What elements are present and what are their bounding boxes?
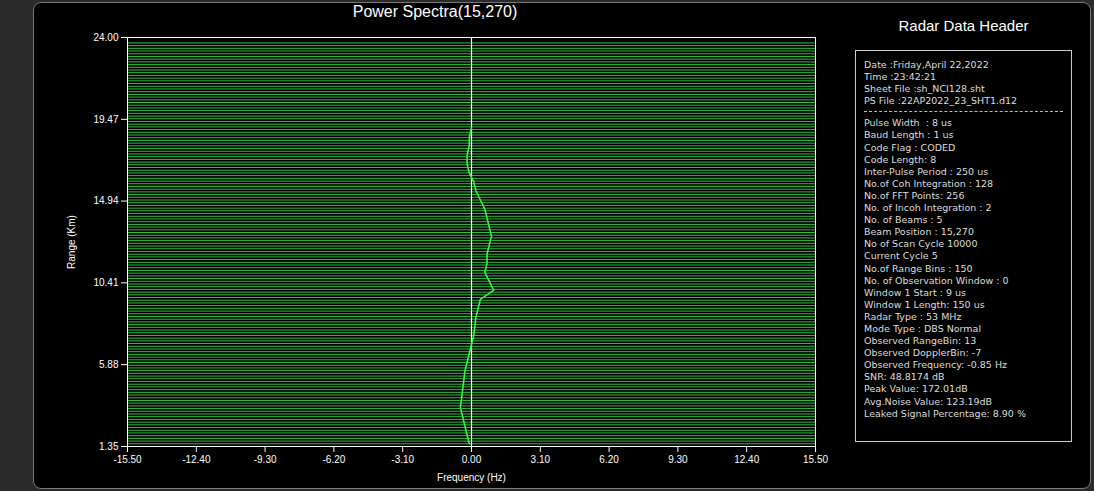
html-text:Inter-Pulse Period : 250 us: Inter-Pulse Period : 250 us <box>864 165 989 177</box>
html-text:Baud Length : 1 us: Baud Length : 1 us <box>864 129 954 141</box>
svg-text:19.47: 19.47 <box>93 114 118 125</box>
svg-text:10.41: 10.41 <box>93 277 118 288</box>
html-text:Date :Friday,April 22,2022: Date :Friday,April 22,2022 <box>864 59 989 70</box>
svg-text:Range (Km): Range (Km) <box>66 215 77 269</box>
html-text:Power Spectra(15,270): Power Spectra(15,270) <box>352 3 518 20</box>
html-text:Observed DopplerBin: -7: Observed DopplerBin: -7 <box>864 347 982 359</box>
svg-text:1.35: 1.35 <box>99 441 119 452</box>
html-text:PS File :22AP2022_23_SHT1.d12: PS File :22AP2022_23_SHT1.d12 <box>864 95 1018 107</box>
html-text:Leaked Signal Percentage: 8.90: Leaked Signal Percentage: 8.90 % <box>864 407 1026 419</box>
svg-text:24.00: 24.00 <box>93 32 118 43</box>
html-text:Observed Frequency: -0.85 Hz: Observed Frequency: -0.85 Hz <box>864 359 1008 371</box>
html-text:No.of Range Bins : 150: No.of Range Bins : 150 <box>864 262 973 274</box>
svg-text:-12.40: -12.40 <box>182 454 211 465</box>
html-text:Time :23:42:21: Time :23:42:21 <box>864 71 937 83</box>
html-text:No.of Coh Integration : 128: No.of Coh Integration : 128 <box>864 177 994 189</box>
html-text:No of Scan Cycle 10000: No of Scan Cycle 10000 <box>864 238 978 250</box>
svg-text:12.40: 12.40 <box>734 454 759 465</box>
html-text:No. of Beams : 5: No. of Beams : 5 <box>864 214 943 226</box>
html-text:Radar Type : 53 MHz: Radar Type : 53 MHz <box>864 310 962 322</box>
svg-text:6.20: 6.20 <box>599 454 619 465</box>
html-text:Peak Value: 172.01dB: Peak Value: 172.01dB <box>864 383 968 395</box>
html-text:Window 1 Start : 9 us: Window 1 Start : 9 us <box>864 286 966 298</box>
svg-text:14.94: 14.94 <box>93 195 118 206</box>
html-text:Observed RangeBin: 13: Observed RangeBin: 13 <box>864 335 977 347</box>
html-text:SNR: 48.8174 dB: SNR: 48.8174 dB <box>864 371 945 383</box>
svg-text:-9.30: -9.30 <box>254 454 277 465</box>
svg-text:0.00: 0.00 <box>462 454 482 465</box>
html-text:Pulse Width : 8 us: Pulse Width : 8 us <box>864 117 952 129</box>
html-text:Sheet File :sh_NCI128.sht: Sheet File :sh_NCI128.sht <box>864 83 985 95</box>
html-text:Window 1 Length: 150 us: Window 1 Length: 150 us <box>864 298 985 310</box>
svg-text:-6.20: -6.20 <box>323 454 346 465</box>
svg-text:Frequency (Hz): Frequency (Hz) <box>437 472 506 483</box>
html-text:No.of FFT Points: 256: No.of FFT Points: 256 <box>864 189 965 201</box>
html-text:No. of Observation Window : 0: No. of Observation Window : 0 <box>864 274 1009 286</box>
html-text:Beam Position : 15,270: Beam Position : 15,270 <box>864 226 974 238</box>
svg-text:-3.10: -3.10 <box>391 454 414 465</box>
html-text:Mode Type : DBS Normal: Mode Type : DBS Normal <box>864 323 982 334</box>
html-text:Avg.Noise Value: 123.19dB: Avg.Noise Value: 123.19dB <box>864 395 993 407</box>
html-text:Code Flag : CODED: Code Flag : CODED <box>864 141 956 153</box>
svg-text:15.50: 15.50 <box>803 454 828 465</box>
html-text:Code Length: 8: Code Length: 8 <box>864 153 937 165</box>
svg-text:5.88: 5.88 <box>99 359 119 370</box>
svg-text:9.30: 9.30 <box>668 454 688 465</box>
html-text:No. of Incoh Integration : 2: No. of Incoh Integration : 2 <box>864 202 992 213</box>
html-text:Current Cycle 5: Current Cycle 5 <box>864 250 938 262</box>
svg-text:-15.50: -15.50 <box>113 454 142 465</box>
html-text:Radar Data Header: Radar Data Header <box>898 17 1029 34</box>
svg-text:3.10: 3.10 <box>531 454 551 465</box>
